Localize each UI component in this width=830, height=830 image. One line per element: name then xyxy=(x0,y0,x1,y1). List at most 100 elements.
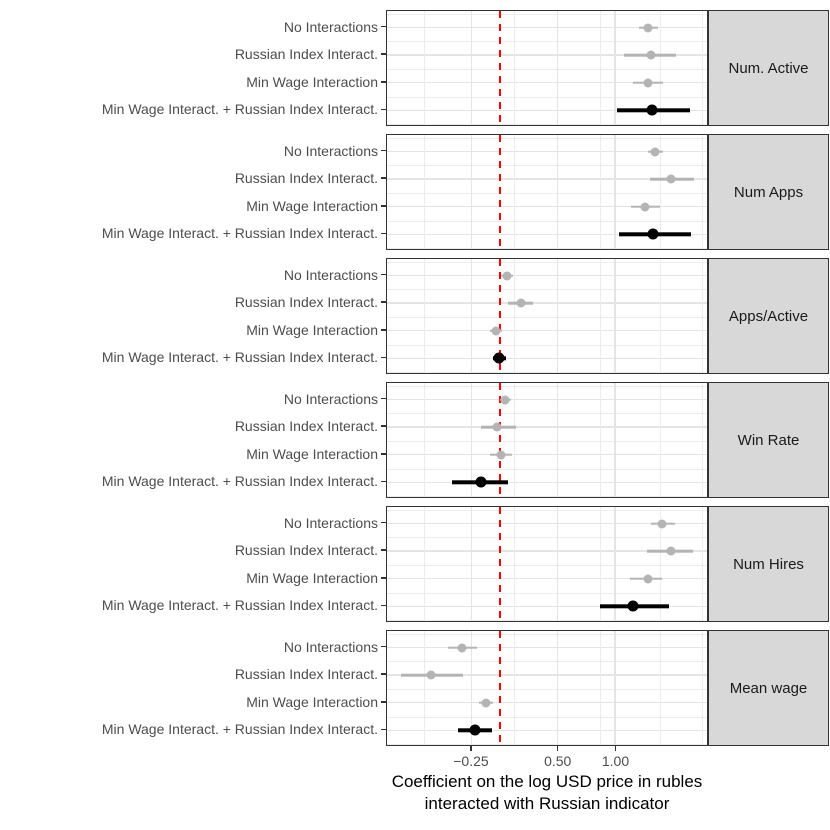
reference-line xyxy=(498,259,502,373)
reference-line xyxy=(498,507,502,621)
y-axis-tick xyxy=(381,177,386,179)
gridline-y-major xyxy=(387,178,707,180)
point-estimate xyxy=(500,395,510,405)
reference-line xyxy=(498,631,502,745)
gridline-y-major xyxy=(387,302,707,304)
gridline-y-minor xyxy=(387,344,707,346)
y-axis-label: No Interactions xyxy=(283,514,378,531)
x-axis-tick-label: −0.25 xyxy=(453,753,489,769)
facet-strip-label: Num Apps xyxy=(733,183,804,201)
gridline-x-minor xyxy=(513,631,515,745)
gridline-x-minor xyxy=(424,11,426,125)
gridline-y-minor xyxy=(387,537,707,539)
gridline-x-minor xyxy=(600,135,602,249)
gridline-x-minor xyxy=(513,11,515,125)
gridline-x-minor xyxy=(424,507,426,621)
y-axis-label: Russian Index Interact. xyxy=(234,666,378,683)
point-estimate xyxy=(650,147,660,157)
gridline-x-minor xyxy=(600,383,602,497)
gridline-y-major xyxy=(387,454,707,456)
facet-strip-label: Win Rate xyxy=(737,431,800,449)
gridline-x-major xyxy=(556,11,559,125)
y-axis-tick xyxy=(381,577,386,579)
y-axis-label: Min Wage Interaction xyxy=(246,73,378,90)
gridline-y-major xyxy=(387,674,707,676)
gridline-y-minor xyxy=(387,716,707,718)
gridline-y-major xyxy=(387,54,707,56)
y-axis-label: Min Wage Interaction xyxy=(246,693,378,710)
y-axis-label: Russian Index Interact. xyxy=(234,418,378,435)
gridline-x-major xyxy=(556,507,559,621)
point-estimate xyxy=(666,174,676,184)
facet-strip: Apps/Active xyxy=(708,258,829,374)
gridline-y-minor xyxy=(387,661,707,663)
gridline-y-minor xyxy=(387,69,707,70)
y-axis-tick xyxy=(381,604,386,607)
y-axis-tick xyxy=(381,728,386,731)
facet-strip-label: Apps/Active xyxy=(728,307,809,325)
y-axis-label: Min Wage Interaction xyxy=(246,569,378,586)
point-estimate xyxy=(481,698,491,708)
gridline-y-major xyxy=(387,702,707,704)
y-axis-tick xyxy=(381,521,386,524)
point-estimate xyxy=(643,574,653,584)
gridline-x-minor xyxy=(702,631,704,745)
gridline-x-major xyxy=(614,507,616,621)
reference-line xyxy=(498,11,502,125)
gridline-x-minor xyxy=(659,259,661,373)
gridline-x-major xyxy=(470,11,473,125)
gridline-y-minor xyxy=(387,413,707,415)
facet-panel xyxy=(386,10,708,126)
gridline-y-major xyxy=(387,150,707,153)
point-estimate xyxy=(457,643,467,653)
gridline-y-minor xyxy=(387,592,707,594)
gridline-y-major xyxy=(387,729,707,732)
gridline-x-minor xyxy=(659,631,661,745)
gridline-x-minor xyxy=(702,11,704,125)
point-estimate xyxy=(426,670,436,680)
y-axis-label: No Interactions xyxy=(283,18,378,35)
gridline-x-minor xyxy=(600,259,602,373)
y-axis-label: Russian Index Interact. xyxy=(234,294,378,311)
gridline-y-major xyxy=(387,206,707,208)
x-axis-tick-label: 0.50 xyxy=(544,753,572,769)
gridline-x-major xyxy=(614,11,616,125)
y-axis-tick xyxy=(381,53,386,55)
gridline-x-minor xyxy=(659,383,661,497)
gridline-y-major xyxy=(387,109,707,112)
gridline-x-minor xyxy=(424,383,426,497)
gridline-x-major xyxy=(470,383,473,497)
gridline-x-major xyxy=(614,383,616,497)
gridline-x-minor xyxy=(600,11,602,125)
y-axis-label: Russian Index Interact. xyxy=(234,542,378,559)
gridline-x-minor xyxy=(424,631,426,745)
gridline-x-minor xyxy=(659,507,661,621)
point-estimate xyxy=(493,352,505,364)
y-axis-label: Min Wage Interact. + Russian Index Inter… xyxy=(101,473,378,490)
y-axis-label: Min Wage Interact. + Russian Index Inter… xyxy=(101,225,378,242)
gridline-y-minor xyxy=(387,441,707,442)
gridline-x-major xyxy=(470,507,473,621)
point-estimate xyxy=(469,724,481,736)
facet-strip: Mean wage xyxy=(708,630,829,746)
y-axis-tick xyxy=(381,301,386,303)
gridline-x-major xyxy=(614,135,616,249)
point-estimate xyxy=(627,600,639,612)
gridline-x-minor xyxy=(702,135,704,249)
y-axis-label: Min Wage Interact. + Russian Index Inter… xyxy=(101,349,378,366)
gridline-y-major xyxy=(387,330,707,332)
gridline-y-minor xyxy=(387,468,707,470)
gridline-y-major xyxy=(387,398,707,401)
facet-strip: Win Rate xyxy=(708,382,829,498)
y-axis-tick xyxy=(381,645,386,648)
gridline-y-minor xyxy=(387,165,707,167)
facet-panel xyxy=(386,630,708,746)
x-axis-tick xyxy=(614,746,617,751)
gridline-x-minor xyxy=(424,135,426,249)
y-axis-tick xyxy=(381,397,386,400)
y-axis-label: Min Wage Interact. + Russian Index Inter… xyxy=(101,597,378,614)
y-axis-tick xyxy=(381,329,386,331)
y-axis-tick xyxy=(381,273,386,276)
facet-panel xyxy=(386,258,708,374)
gridline-y-minor xyxy=(387,509,707,511)
